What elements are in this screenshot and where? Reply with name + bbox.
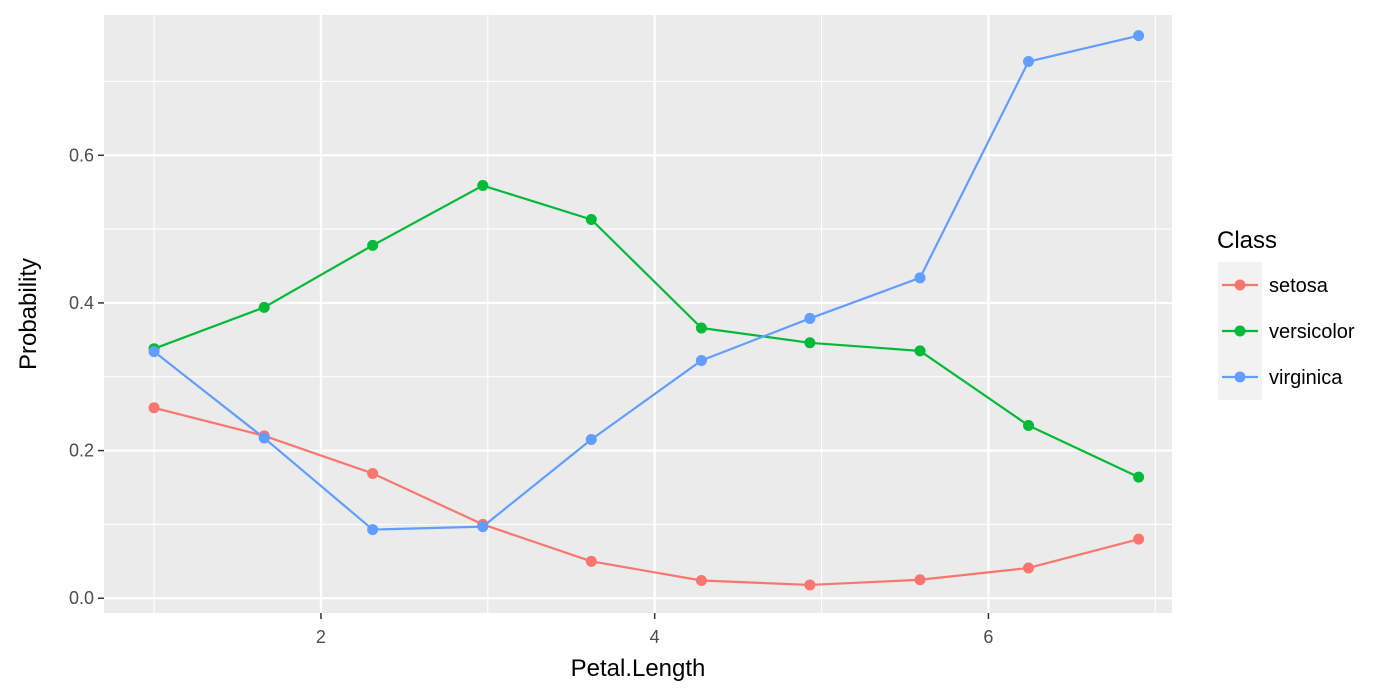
data-point-versicolor: [258, 301, 270, 313]
plot-panel: [104, 15, 1172, 613]
data-point-versicolor: [477, 180, 489, 192]
legend-item-versicolor: versicolor: [1218, 308, 1355, 354]
legend-item-setosa: setosa: [1218, 262, 1329, 308]
data-point-versicolor: [367, 239, 379, 251]
series-line-setosa: [153, 406, 1139, 587]
legend-label: virginica: [1269, 367, 1343, 389]
legend-key-point: [1234, 279, 1246, 291]
data-point-setosa: [914, 574, 926, 586]
legend-key-point: [1234, 371, 1246, 383]
legend-label: setosa: [1269, 275, 1329, 297]
data-point-virginica: [804, 312, 816, 324]
data-point-versicolor: [804, 337, 816, 349]
legend-item-virginica: virginica: [1218, 354, 1343, 400]
legend-key-point: [1234, 325, 1246, 337]
tick-labels: 2 4 6 0.0 0.2 0.4 0.6: [69, 145, 993, 647]
data-point-virginica: [367, 524, 379, 536]
data-point-versicolor: [585, 214, 597, 226]
y-tick-label: 0.0: [69, 588, 94, 608]
data-point-setosa: [585, 555, 597, 567]
grid-major: [104, 15, 1172, 613]
data-point-virginica: [477, 521, 489, 533]
axis-ticks: [98, 154, 990, 619]
x-axis-title: Petal.Length: [571, 655, 706, 682]
series-lines: [153, 34, 1140, 587]
data-point-virginica: [1022, 56, 1034, 68]
data-point-setosa: [367, 467, 379, 479]
x-tick-label: 2: [316, 627, 326, 647]
data-point-virginica: [258, 432, 270, 444]
y-axis-title: Probability: [15, 258, 42, 370]
data-point-versicolor: [695, 322, 707, 334]
y-tick-label: 0.6: [69, 145, 94, 165]
data-point-virginica: [914, 272, 926, 284]
data-point-setosa: [1133, 533, 1145, 545]
y-tick-label: 0.4: [69, 293, 94, 313]
data-point-virginica: [148, 346, 160, 358]
data-point-setosa: [148, 402, 160, 414]
data-point-setosa: [1022, 562, 1034, 574]
data-point-setosa: [804, 579, 816, 591]
series-line-virginica: [153, 34, 1139, 531]
x-tick-label: 4: [650, 627, 660, 647]
legend-items: setosa versicolor virginica: [1218, 262, 1355, 400]
data-point-virginica: [695, 355, 707, 367]
data-point-setosa: [695, 575, 707, 587]
x-tick-label: 6: [983, 627, 993, 647]
data-point-versicolor: [914, 345, 926, 357]
legend-label: versicolor: [1269, 321, 1355, 343]
data-point-versicolor: [1022, 419, 1034, 431]
y-tick-label: 0.2: [69, 441, 94, 461]
legend: Class setosa versicolor virginica: [1217, 227, 1355, 400]
legend-title: Class: [1217, 227, 1277, 254]
data-point-virginica: [585, 434, 597, 446]
series-line-versicolor: [153, 184, 1140, 479]
series-points: [148, 30, 1145, 591]
grid-minor: [104, 15, 1172, 613]
data-point-versicolor: [1133, 471, 1145, 483]
data-point-virginica: [1133, 30, 1145, 42]
